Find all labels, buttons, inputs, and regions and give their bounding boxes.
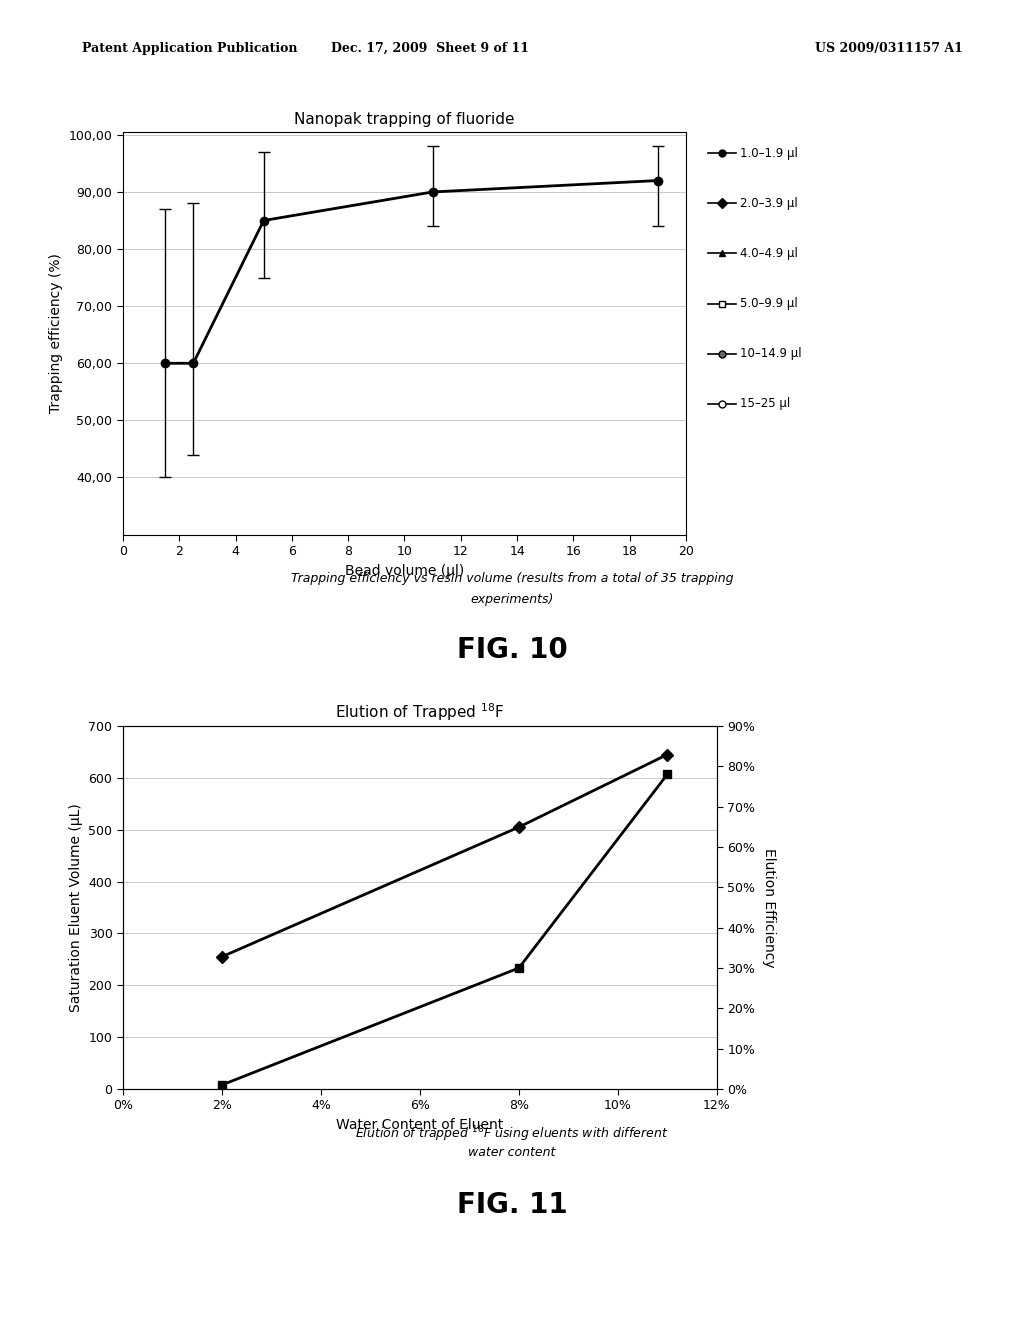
Text: Dec. 17, 2009  Sheet 9 of 11: Dec. 17, 2009 Sheet 9 of 11 <box>331 42 529 55</box>
Y-axis label: Elution Efficiency: Elution Efficiency <box>762 847 776 968</box>
Text: 1.0–1.9 μl: 1.0–1.9 μl <box>740 147 799 160</box>
Text: Trapping efficiency vs resin volume (results from a total of 35 trapping: Trapping efficiency vs resin volume (res… <box>291 572 733 585</box>
Y-axis label: Trapping efficiency (%): Trapping efficiency (%) <box>49 253 63 413</box>
Text: FIG. 10: FIG. 10 <box>457 636 567 664</box>
X-axis label: Bead volume (μl): Bead volume (μl) <box>345 564 464 578</box>
Text: US 2009/0311157 A1: US 2009/0311157 A1 <box>815 42 963 55</box>
Text: 10–14.9 μl: 10–14.9 μl <box>740 347 802 360</box>
Text: experiments): experiments) <box>470 593 554 606</box>
Y-axis label: Saturation Eluent Volume (μL): Saturation Eluent Volume (μL) <box>69 803 83 1012</box>
Text: 2.0–3.9 μl: 2.0–3.9 μl <box>740 197 798 210</box>
Title: Nanopak trapping of fluoride: Nanopak trapping of fluoride <box>294 112 515 127</box>
Text: 5.0–9.9 μl: 5.0–9.9 μl <box>740 297 798 310</box>
X-axis label: Water Content of Eluent: Water Content of Eluent <box>336 1118 504 1133</box>
Text: Patent Application Publication: Patent Application Publication <box>82 42 297 55</box>
Text: FIG. 11: FIG. 11 <box>457 1191 567 1218</box>
Title: Elution of Trapped $^{18}$F: Elution of Trapped $^{18}$F <box>335 701 505 722</box>
Text: 15–25 μl: 15–25 μl <box>740 397 791 411</box>
Text: 4.0–4.9 μl: 4.0–4.9 μl <box>740 247 799 260</box>
Text: water content: water content <box>468 1146 556 1159</box>
Text: Elution of trapped $^{18}$F using eluents with different: Elution of trapped $^{18}$F using eluent… <box>355 1125 669 1144</box>
